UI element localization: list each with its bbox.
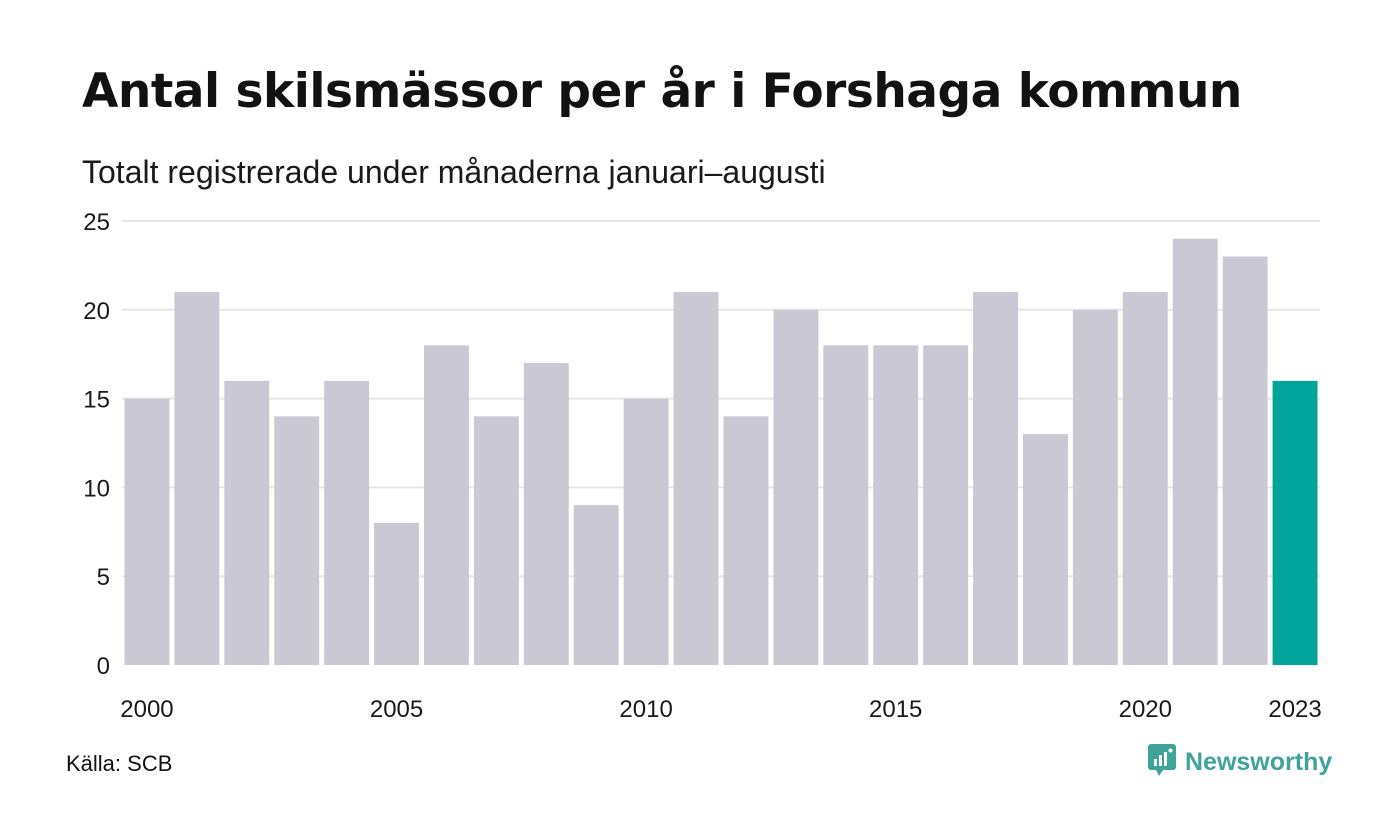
- y-tick-label: 15: [83, 387, 110, 414]
- gridlines: [122, 220, 1320, 666]
- y-tick-label: 5: [97, 564, 110, 591]
- bar-2006: [424, 345, 469, 665]
- bar-2015: [873, 345, 919, 665]
- bar-2004: [324, 380, 370, 665]
- x-axis-ticks: 2000 2005 2010 2015 2020 2023: [120, 696, 1321, 723]
- chart-title: Antal skilsmässor per år i Forshaga komm…: [82, 64, 1242, 119]
- bar-2021: [1172, 238, 1218, 665]
- x-tick-label: 2005: [370, 696, 423, 723]
- bar-2019: [1072, 309, 1118, 665]
- x-tick-label: 2010: [619, 696, 672, 723]
- bar-2010: [623, 398, 669, 665]
- x-tick-label: 2020: [1119, 696, 1172, 723]
- bar-2011: [673, 292, 719, 665]
- bar-2014: [823, 345, 869, 665]
- brand-logo[interactable]: Newsworthy: [1147, 743, 1332, 782]
- source-note: Källa: SCB: [66, 751, 173, 776]
- x-tick-label: 2023: [1268, 696, 1321, 723]
- y-tick-label: 10: [83, 475, 110, 502]
- bar-2005: [374, 522, 419, 665]
- bar-2022: [1222, 256, 1268, 665]
- bar-2002: [224, 380, 270, 665]
- newsworthy-logo-icon: [1147, 743, 1177, 782]
- bar-2001: [174, 292, 220, 665]
- bar-2008: [523, 363, 569, 665]
- bar-2016: [923, 345, 969, 665]
- bar-2000: [124, 398, 170, 665]
- bar-2013: [773, 309, 819, 665]
- y-tick-label: 0: [97, 653, 110, 680]
- bar-2018: [1023, 434, 1068, 665]
- bar-2020: [1122, 292, 1168, 665]
- bar-2012: [723, 416, 769, 665]
- bar-2017: [973, 292, 1018, 665]
- brand-name: Newsworthy: [1185, 748, 1333, 776]
- x-tick-label: 2015: [869, 696, 922, 723]
- y-axis-ticks: 0 5 10 15 20 25: [83, 209, 110, 680]
- bar-2009: [573, 505, 619, 665]
- chart-subtitle: Totalt registrerade under månaderna janu…: [82, 154, 826, 190]
- x-tick-label: 2000: [120, 696, 173, 723]
- y-tick-label: 20: [83, 298, 110, 325]
- bar-2003: [274, 416, 320, 665]
- y-tick-label: 25: [83, 209, 110, 236]
- bar-2007: [473, 416, 519, 665]
- bar-2023: [1272, 380, 1318, 665]
- bars: [124, 238, 1318, 665]
